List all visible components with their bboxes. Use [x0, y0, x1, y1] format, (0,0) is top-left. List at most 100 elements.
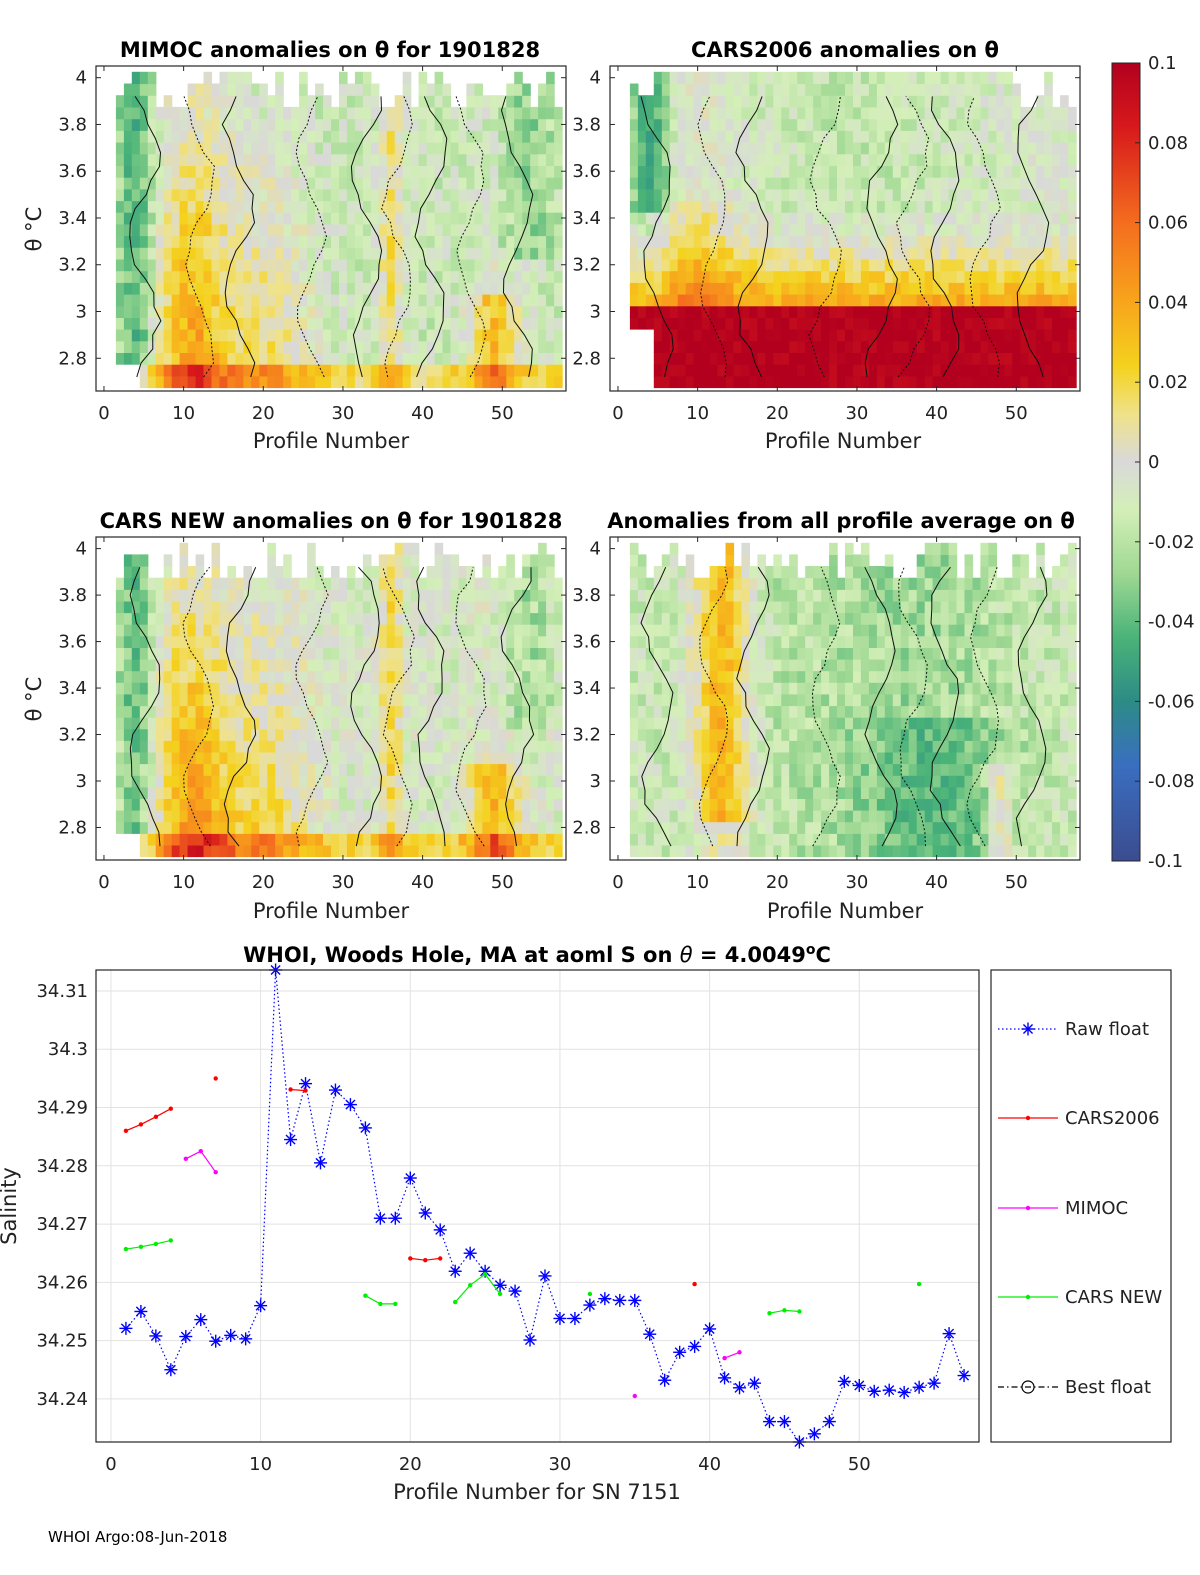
heatmap-cell [709, 177, 719, 190]
heatmap-cell [677, 106, 687, 120]
heatmap-cell [362, 786, 372, 799]
heatmap-cell [709, 142, 719, 155]
heatmap-cell [147, 223, 157, 237]
heatmap-cell [394, 647, 404, 660]
heatmap-cell [402, 844, 412, 858]
heatmap-cell [370, 763, 380, 776]
heatmap-cell [235, 118, 244, 131]
heatmap-cell [725, 340, 735, 353]
heatmap-cell [426, 340, 436, 353]
heatmap-cell [717, 577, 727, 590]
heatmap-cell [546, 728, 555, 741]
heatmap-cell [235, 83, 244, 96]
heatmap-cell [131, 294, 141, 307]
heatmap-cell [163, 728, 173, 741]
heatmap-cell [964, 106, 974, 120]
heatmap-cell [1060, 317, 1069, 330]
heatmap-cell [996, 364, 1005, 377]
heatmap-cell [123, 786, 133, 799]
heatmap-cell [908, 153, 918, 166]
heatmap-cell [418, 153, 428, 166]
heatmap-cell [331, 647, 340, 660]
heatmap-cell [677, 270, 687, 283]
heatmap-cell [773, 647, 782, 660]
heatmap-cell [733, 282, 743, 295]
heatmap-cell [514, 740, 523, 753]
heatmap-cell [402, 142, 412, 155]
heatmap-cell [741, 786, 750, 799]
heatmap-cell [693, 717, 703, 730]
heatmap-cell [637, 247, 647, 260]
heatmap-cell [1004, 95, 1013, 108]
heatmap-cell [669, 682, 679, 695]
heatmap-cell [275, 130, 284, 143]
heatmap-cell [243, 235, 252, 248]
heatmap-cell [123, 775, 133, 788]
heatmap-cell [749, 130, 758, 143]
heatmap-cell [227, 682, 236, 695]
heatmap-cell [868, 153, 878, 166]
y-tick-label: 3 [76, 302, 87, 323]
heatmap-cell [530, 329, 539, 342]
heatmap-cell [227, 600, 236, 614]
heatmap-cell [749, 188, 758, 202]
heatmap-cell [733, 235, 743, 248]
heatmap-cell [171, 247, 181, 260]
heatmap-cell [765, 635, 774, 648]
heatmap-cell [765, 844, 774, 858]
heatmap-cell [179, 693, 189, 707]
heatmap-cell [733, 624, 743, 637]
heatmap-cell [163, 775, 173, 788]
heatmap-cell [781, 833, 790, 846]
heatmap-cell [291, 188, 300, 202]
heatmap-cell [693, 577, 703, 590]
heatmap-cell [940, 270, 950, 283]
heatmap-cell [434, 142, 444, 155]
heatmap-cell [653, 153, 663, 166]
heatmap-cell [378, 200, 388, 213]
heatmap-cell [370, 165, 380, 178]
heatmap-cell [757, 305, 766, 318]
heatmap-cell [155, 247, 165, 260]
heatmap-cell [725, 83, 735, 96]
heatmap-cell [900, 270, 910, 283]
heatmap-cell [506, 740, 515, 753]
heatmap-cell [956, 329, 966, 342]
heatmap-cell [956, 83, 966, 96]
heatmap-cell [821, 375, 830, 389]
heatmap-cell [757, 589, 766, 602]
heatmap-cell [458, 682, 468, 695]
heatmap-cell [685, 375, 695, 389]
heatmap-cell [773, 798, 782, 811]
heatmap-cell [972, 118, 982, 131]
heatmap-cell [147, 821, 157, 834]
heatmap-cell [458, 247, 468, 260]
heatmap-cell [797, 375, 806, 389]
heatmap-cell [522, 258, 531, 272]
heatmap-cell [693, 375, 703, 389]
heatmap-cell [267, 364, 276, 377]
heatmap-cell [892, 130, 902, 143]
heatmap-cell [163, 212, 173, 225]
heatmap-cell [187, 612, 197, 625]
heatmap-cell [797, 352, 806, 365]
heatmap-cell [315, 188, 324, 202]
heatmap-cell [331, 130, 340, 143]
heatmap-cell [1036, 317, 1045, 330]
heatmap-cell [522, 624, 531, 637]
heatmap-cell [996, 153, 1005, 166]
heatmap-cell [299, 577, 308, 590]
heatmap-cell [203, 624, 213, 637]
heatmap-cell [346, 142, 356, 155]
heatmap-cell [155, 751, 165, 765]
heatmap-cell [466, 786, 475, 799]
heatmap-cell [227, 153, 236, 166]
heatmap-cell [490, 705, 499, 718]
heatmap-cell [315, 364, 324, 377]
heatmap-cell [773, 130, 782, 143]
heatmap-cell [749, 305, 758, 318]
heatmap-cell [972, 247, 982, 260]
heatmap-cell [458, 728, 468, 741]
heatmap-cell [123, 554, 133, 567]
heatmap-cell [291, 235, 300, 248]
